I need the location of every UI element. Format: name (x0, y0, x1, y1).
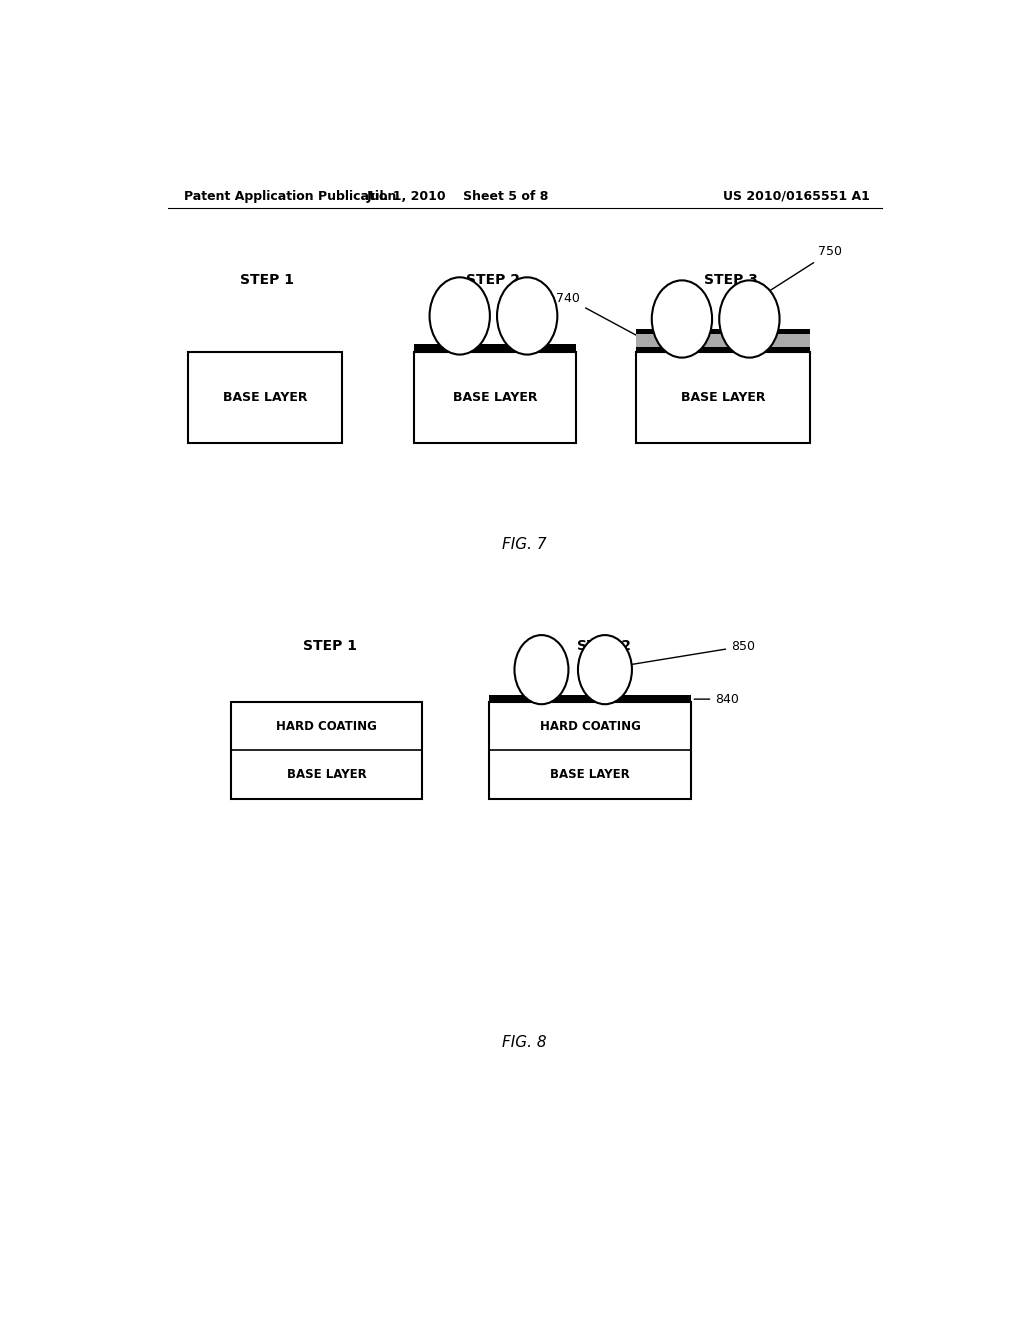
Text: BASE LAYER: BASE LAYER (453, 391, 538, 404)
Text: STEP 3: STEP 3 (705, 273, 758, 288)
Text: HARD COATING: HARD COATING (275, 719, 377, 733)
Text: HARD COATING: HARD COATING (540, 719, 641, 733)
Bar (187, 351, 342, 444)
Text: FIG. 8: FIG. 8 (503, 1035, 547, 1051)
Text: FIG. 7: FIG. 7 (503, 537, 547, 552)
Bar (636, 329, 811, 351)
Bar (489, 696, 691, 702)
Text: BASE LAYER: BASE LAYER (681, 391, 766, 404)
Text: 750: 750 (760, 246, 843, 297)
Text: STEP 2: STEP 2 (466, 273, 520, 288)
Text: 740: 740 (556, 292, 641, 338)
Text: Jul. 1, 2010    Sheet 5 of 8: Jul. 1, 2010 Sheet 5 of 8 (367, 190, 549, 202)
Ellipse shape (430, 277, 489, 355)
Text: Patent Application Publication: Patent Application Publication (183, 190, 396, 202)
Ellipse shape (651, 280, 712, 358)
Bar (636, 351, 811, 444)
Bar (231, 702, 422, 799)
Text: BASE LAYER: BASE LAYER (550, 768, 630, 781)
Text: BASE LAYER: BASE LAYER (222, 391, 307, 404)
Text: STEP 1: STEP 1 (303, 639, 357, 653)
Ellipse shape (514, 635, 568, 704)
Text: 850: 850 (614, 640, 755, 667)
Bar (414, 351, 577, 444)
Bar (414, 345, 577, 351)
Text: BASE LAYER: BASE LAYER (287, 768, 367, 781)
Ellipse shape (497, 277, 557, 355)
Ellipse shape (719, 280, 779, 358)
Bar (489, 702, 691, 799)
Text: US 2010/0165551 A1: US 2010/0165551 A1 (723, 190, 870, 202)
Bar (636, 329, 811, 334)
Text: STEP 1: STEP 1 (240, 273, 294, 288)
Bar (636, 347, 811, 351)
Text: STEP 2: STEP 2 (578, 639, 631, 653)
Ellipse shape (578, 635, 632, 704)
Text: 840: 840 (694, 693, 739, 706)
